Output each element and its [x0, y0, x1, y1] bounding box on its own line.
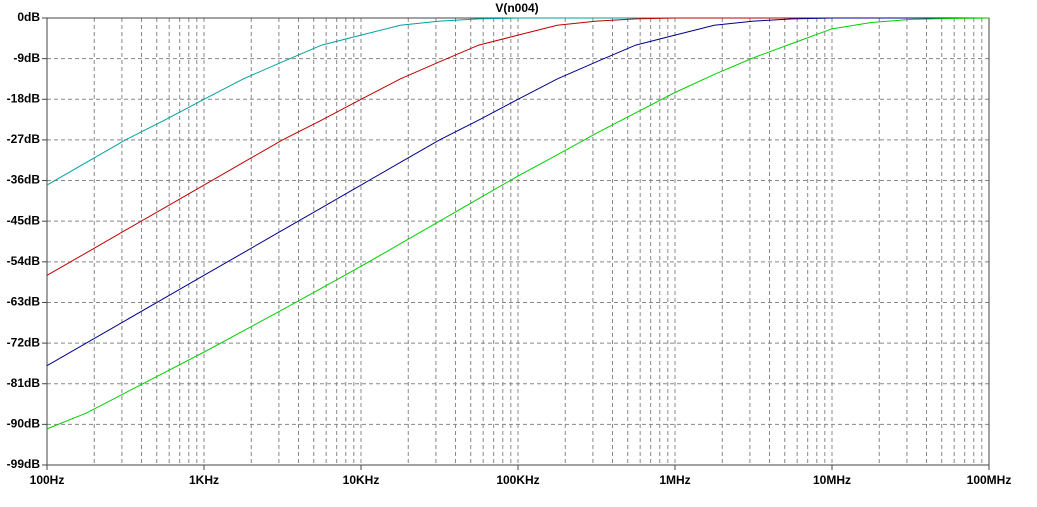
y-tick-label: -81dB — [7, 376, 41, 390]
x-tick-label: 100Hz — [30, 473, 65, 487]
y-tick-label: -54dB — [7, 254, 41, 268]
y-tick-label: -18dB — [7, 91, 41, 105]
x-tick-label: 10MHz — [813, 473, 851, 487]
x-tick-label: 1MHz — [659, 473, 690, 487]
y-tick-label: -63dB — [7, 295, 41, 309]
y-tick-label: -9dB — [13, 51, 40, 65]
x-tick-label: 100MHz — [967, 473, 1012, 487]
series-line — [46, 17, 990, 430]
y-tick-label: -72dB — [7, 335, 41, 349]
x-tick-label: 100KHz — [496, 473, 539, 487]
y-tick-label: -90dB — [7, 417, 41, 431]
series-line — [46, 17, 989, 367]
y-tick-label: -36dB — [7, 173, 41, 187]
y-tick-label: -45dB — [7, 213, 41, 227]
y-tick-label: -27dB — [7, 132, 41, 146]
chart-title: V(n004) — [495, 1, 538, 15]
y-tick-label: -99dB — [7, 457, 41, 471]
x-tick-label: 10KHz — [343, 473, 380, 487]
y-tick-label: 0dB — [17, 10, 40, 24]
x-tick-label: 1KHz — [189, 473, 219, 487]
